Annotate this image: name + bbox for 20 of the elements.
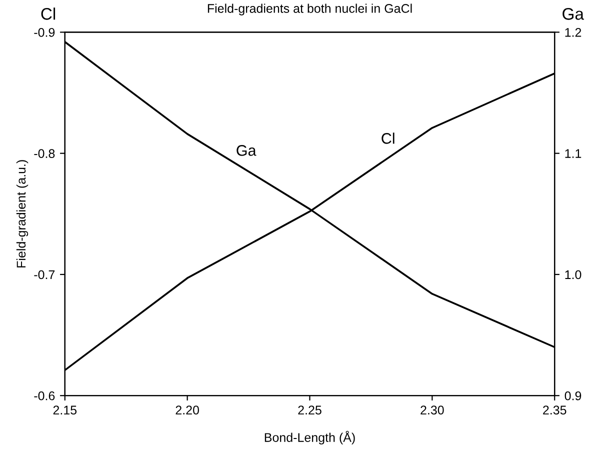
text: Cl [41, 8, 56, 20]
y-tick-label: -0.7 [34, 270, 55, 280]
y-axis-title: Field-gradient (a.u.) [16, 160, 28, 268]
y2-tick-label: 1.0 [565, 270, 582, 280]
x-tick-label: 2.20 [176, 406, 199, 415]
y-tick-label: -0.9 [34, 28, 55, 37]
x-axis-title: Bond-Length (Å) [264, 430, 355, 444]
series-label: Cl [382, 132, 394, 144]
y2-tick-label: 0.9 [564, 391, 582, 400]
x-tick-label: 2.15 [53, 406, 77, 415]
y2-tick-label: 1.1 [565, 149, 582, 158]
series-label: Ga [236, 145, 256, 156]
y-tick-label: -0.6 [34, 391, 55, 400]
x-tick-label: 2.35 [543, 406, 566, 415]
y2-tick-label: 1.2 [565, 28, 582, 37]
x-tick-label: 2.25 [298, 406, 322, 415]
chart-title: Field-gradients at both nuclei in GaCl [208, 4, 412, 16]
x-tick-label: 2.30 [420, 406, 444, 415]
y-tick-label: -0.8 [34, 149, 55, 158]
text: Ga [562, 8, 584, 20]
